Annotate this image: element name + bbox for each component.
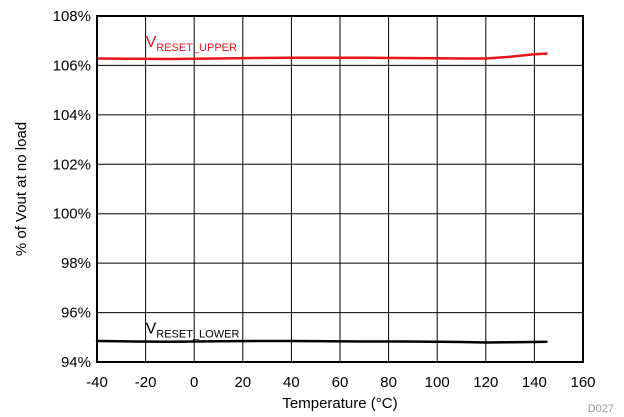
x-tick-label: 0	[190, 374, 198, 391]
y-tick-label: 100%	[53, 206, 91, 223]
y-axis-title: % of Vout at no load	[13, 122, 30, 256]
x-tick-label: 120	[473, 374, 498, 391]
series-label-reset-upper: VRESET_UPPER	[146, 34, 237, 54]
plot-frame	[96, 15, 584, 363]
x-tick-label: 100	[425, 374, 450, 391]
y-tick-label: 104%	[53, 107, 91, 124]
x-tick-label: 80	[380, 374, 397, 391]
y-tick-label: 106%	[53, 57, 91, 74]
x-tick-label: 20	[234, 374, 251, 391]
series-line-reset-upper	[95, 52, 548, 61]
series-label-reset-lower: VRESET_LOWER	[146, 321, 240, 341]
series-label-main: V	[146, 321, 157, 338]
figure-id: D027	[588, 403, 614, 415]
x-tick-labels: -40 -20 0 20 40 60 80 100 120 140 160	[86, 374, 595, 391]
y-tick-label: 108%	[53, 8, 91, 25]
y-tick-label: 102%	[53, 156, 91, 173]
y-tick-label: 94%	[61, 354, 91, 371]
grid	[97, 16, 583, 362]
series-label-subscript: RESET_LOWER	[156, 329, 239, 341]
y-tick-labels: 94% 96% 98% 100% 102% 104% 106% 108%	[53, 8, 91, 371]
x-tick-label: -20	[135, 374, 157, 391]
x-tick-label: 160	[570, 374, 595, 391]
series-lines	[95, 52, 548, 344]
series-label-main: V	[146, 34, 157, 51]
series-label-subscript: RESET_UPPER	[156, 42, 237, 54]
x-tick-label: -40	[86, 374, 108, 391]
x-axis-title: Temperature (°C)	[282, 395, 397, 412]
x-tick-label: 140	[522, 374, 547, 391]
x-tick-label: 40	[283, 374, 300, 391]
series-line-reset-lower	[95, 339, 548, 344]
y-tick-label: 96%	[61, 305, 91, 322]
x-tick-label: 60	[332, 374, 349, 391]
y-tick-label: 98%	[61, 255, 91, 272]
